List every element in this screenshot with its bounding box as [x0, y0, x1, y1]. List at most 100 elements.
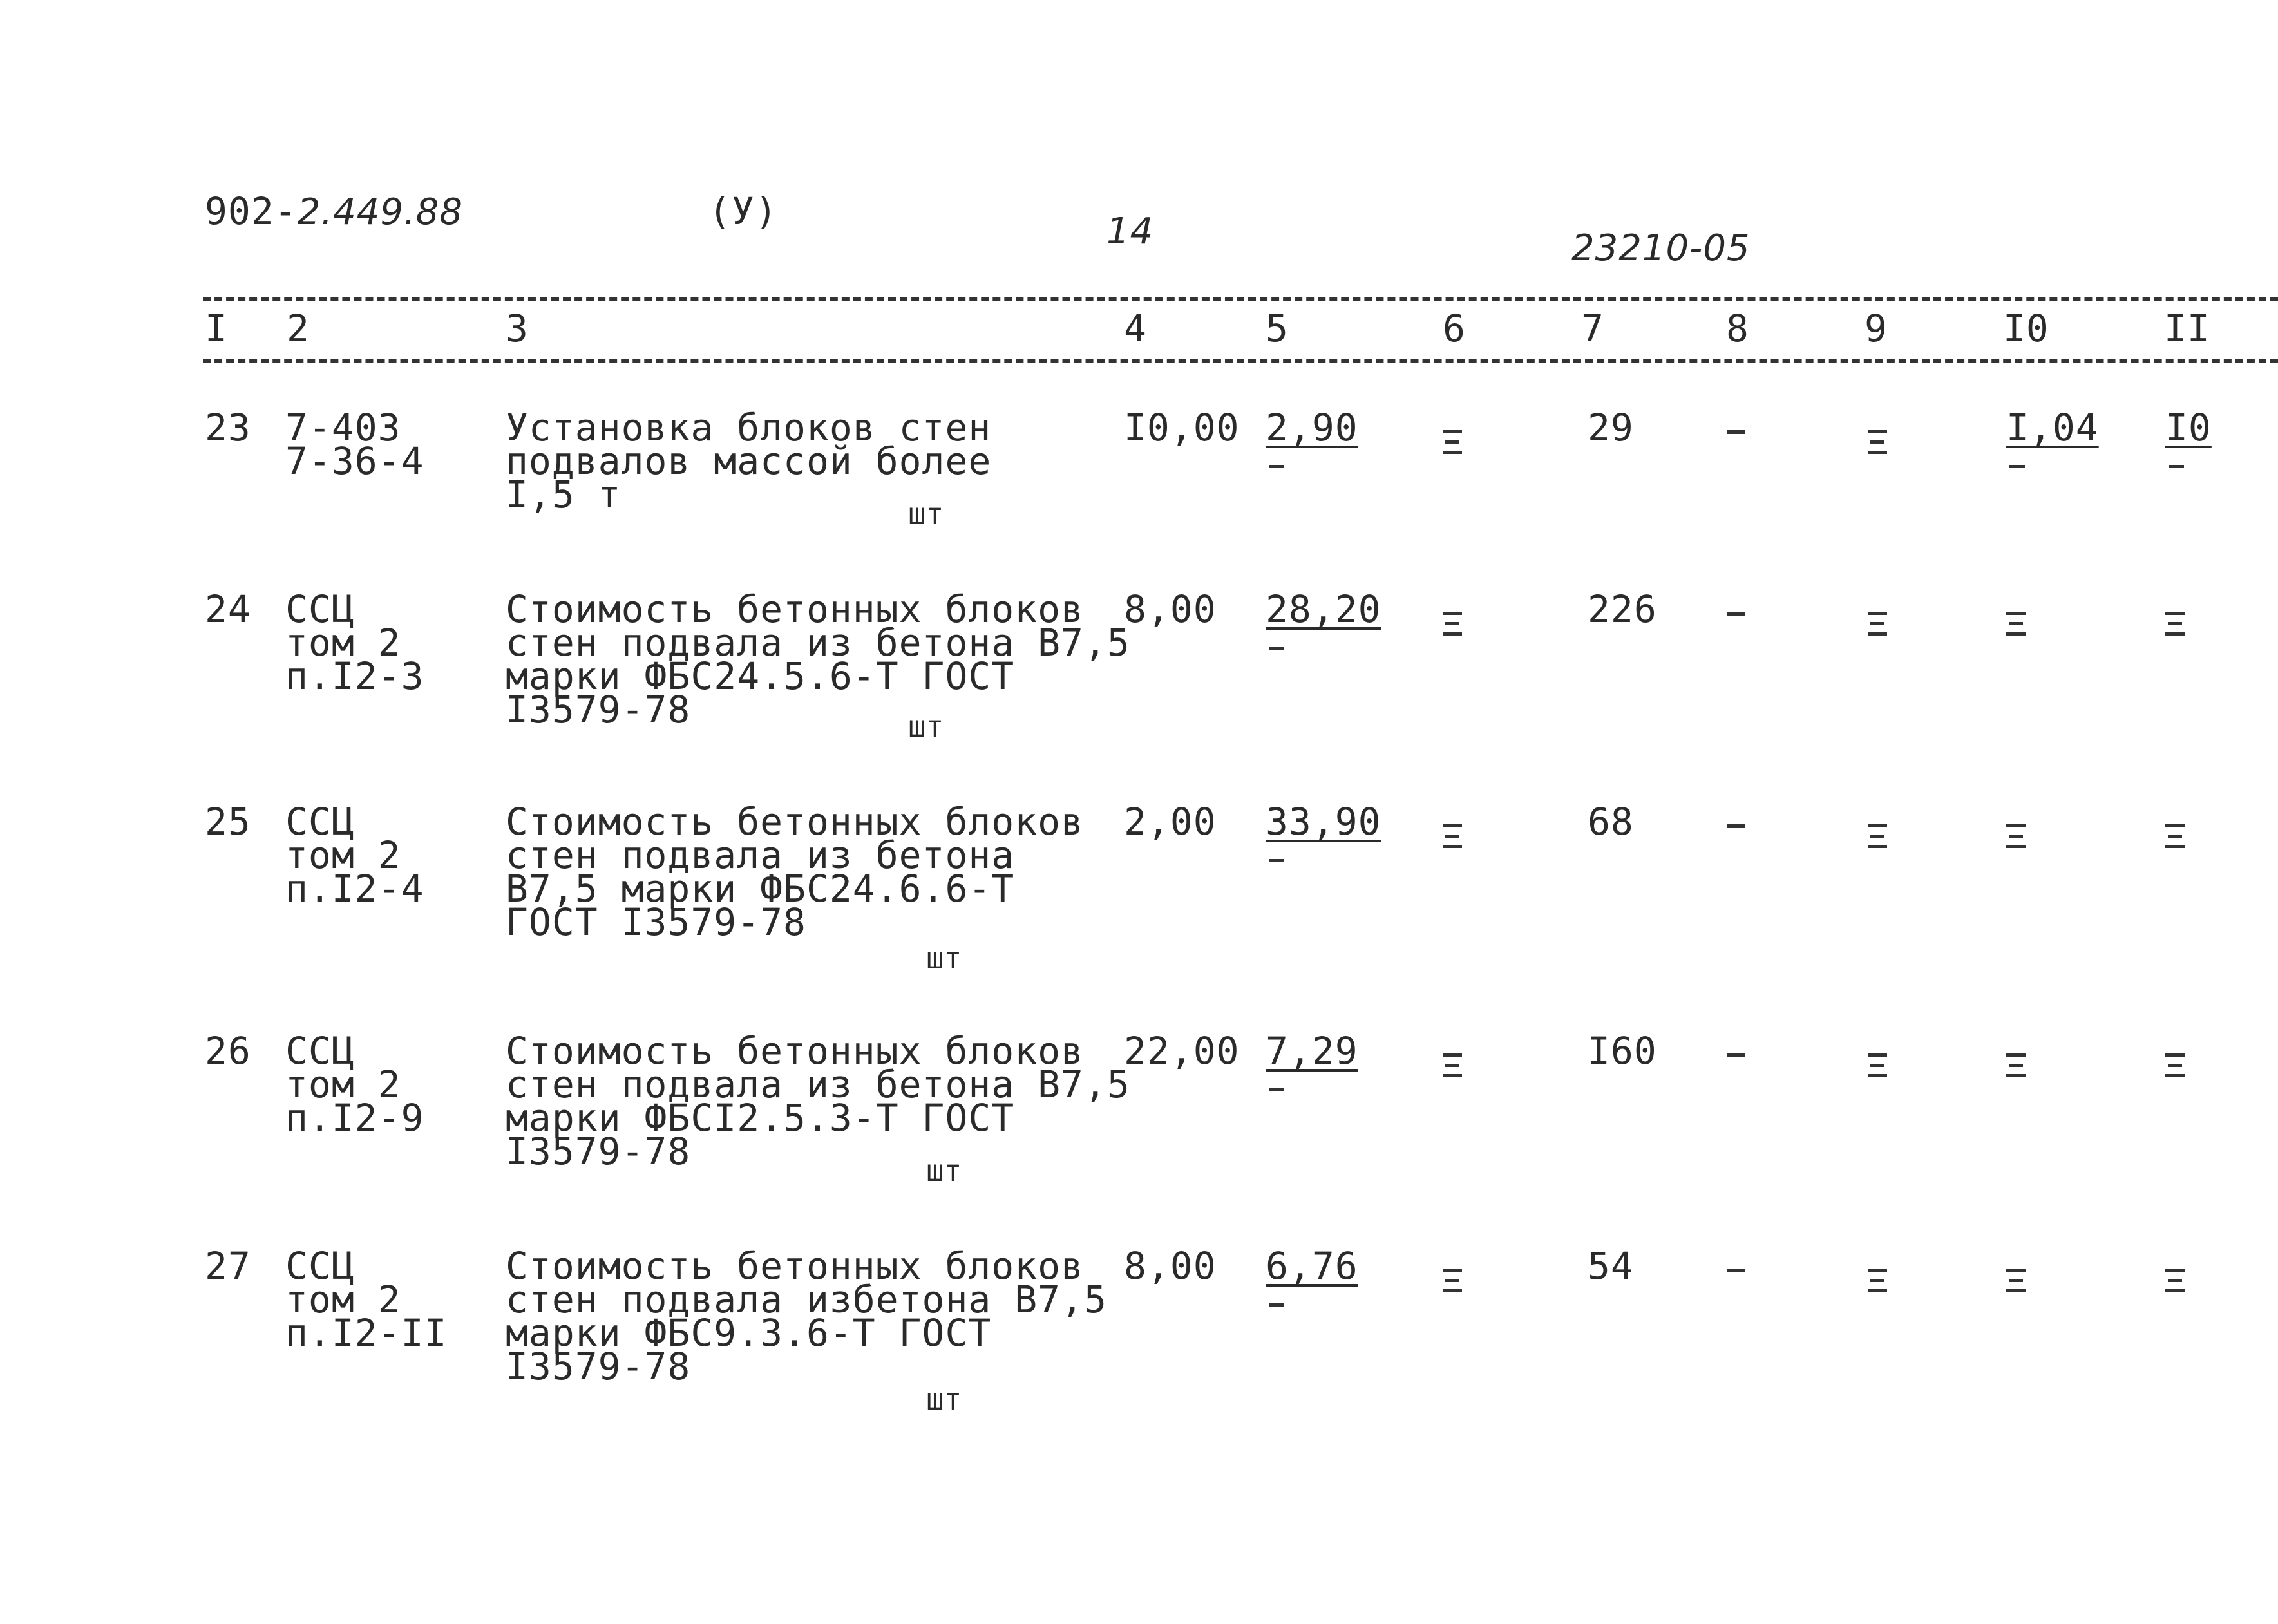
ditto-mark: [1443, 1269, 1462, 1299]
ditto-mark: [2165, 612, 2185, 643]
col-3: 3: [506, 307, 529, 350]
code-line: 7-403: [285, 406, 401, 449]
code-line: том 2: [285, 621, 401, 665]
code-line: том 2: [285, 833, 401, 877]
description-line: Стоимость бетонных блоков: [506, 1029, 1084, 1073]
unit-label: шт: [926, 1382, 962, 1417]
row-number: 26: [205, 1029, 251, 1073]
description-line: марки ФБСI2.5.3-Т ГОСТ: [506, 1096, 1015, 1140]
description-line: стен подвала избетона В7,5: [506, 1278, 1107, 1321]
unit-label: шт: [908, 709, 944, 744]
description-line: I,5 т: [506, 473, 622, 516]
col11-value: I0: [2165, 406, 2212, 449]
doc-number-handwritten: 2.449.88: [297, 191, 464, 233]
col-10: I0: [2003, 307, 2049, 350]
header-top-rule: [203, 297, 2278, 301]
quantity: 8,00: [1124, 1244, 1217, 1288]
ditto-mark: [1443, 1053, 1462, 1084]
code-line: п.I2-3: [285, 654, 424, 698]
description-line: I3579-78: [506, 1129, 691, 1173]
col-6: 6: [1443, 307, 1466, 350]
quantity: 22,00: [1124, 1029, 1240, 1073]
code-line: 7-36-4: [285, 439, 424, 483]
doc-mark: (У): [708, 189, 778, 233]
header-bottom-rule: [203, 359, 2278, 363]
ditto-mark: [1443, 824, 1462, 855]
quantity: 2,00: [1124, 800, 1217, 844]
dash-mark: [1727, 824, 1745, 828]
ditto-mark: [2165, 1269, 2185, 1299]
description-line: Стоимость бетонных блоков: [506, 800, 1084, 844]
dash-mark: [1727, 612, 1745, 616]
col-9: 9: [1865, 307, 1888, 350]
description-line: стен подвала из бетона В7,5: [506, 1062, 1130, 1106]
code-line: ССЦ: [285, 800, 355, 844]
code-line: п.I2-4: [285, 867, 424, 911]
ditto-mark: [2165, 824, 2185, 855]
description-line: подвалов массой более: [506, 439, 992, 483]
quantity: I0,00: [1124, 406, 1240, 449]
ditto-mark: [2006, 824, 2026, 855]
col-11: II: [2164, 307, 2210, 350]
dash-mark: [1727, 1053, 1745, 1057]
col-1: I: [205, 307, 228, 350]
page-number: 14: [1106, 211, 1154, 252]
col-5: 5: [1266, 307, 1289, 350]
sub-dash: [2009, 465, 2025, 468]
doc-prefix: 902-: [205, 189, 298, 233]
quantity: 8,00: [1124, 587, 1217, 631]
description-line: стен подвала из бетона В7,5: [506, 621, 1130, 665]
sub-dash: [1269, 1088, 1284, 1091]
unit-label: шт: [926, 1153, 962, 1188]
row-number: 25: [205, 800, 251, 844]
description-line: марки ФБС9.3.6-Т ГОСТ: [506, 1311, 992, 1355]
reference-number: 23210-05: [1571, 227, 1751, 269]
code-line: том 2: [285, 1062, 401, 1106]
ditto-mark: [1443, 612, 1462, 643]
ditto-mark: [1868, 1269, 1887, 1299]
description-line: I3579-78: [506, 1345, 691, 1388]
code-line: том 2: [285, 1278, 401, 1321]
code-line: ССЦ: [285, 1244, 355, 1288]
doc-number: 902-2.449.88: [205, 193, 463, 231]
sub-dash: [1269, 859, 1284, 862]
unit-price: 33,90: [1266, 800, 1381, 844]
ditto-mark: [2165, 1053, 2185, 1084]
unit-price: 28,20: [1266, 587, 1381, 631]
unit-price: 7,29: [1266, 1029, 1358, 1073]
sub-dash: [1269, 465, 1284, 468]
col-7: 7: [1581, 307, 1604, 350]
row-number: 27: [205, 1244, 251, 1288]
col-8: 8: [1726, 307, 1749, 350]
sub-dash: [1269, 1303, 1284, 1307]
total: 226: [1588, 587, 1657, 631]
code-line: ССЦ: [285, 587, 355, 631]
total: I60: [1588, 1029, 1657, 1073]
description-line: ГОСТ I3579-78: [506, 900, 806, 944]
row-number: 23: [205, 406, 251, 449]
unit-price: 2,90: [1266, 406, 1358, 449]
ditto-mark: [2006, 1269, 2026, 1299]
sub-dash: [1269, 647, 1284, 650]
unit-price: 6,76: [1266, 1244, 1358, 1288]
ditto-mark: [1868, 612, 1887, 643]
ditto-mark: [1868, 1053, 1887, 1084]
unit-label: шт: [908, 496, 944, 531]
dash-mark: [1727, 430, 1745, 434]
description-line: Стоимость бетонных блоков: [506, 587, 1084, 631]
col10-value: I,04: [2006, 406, 2099, 449]
col-4: 4: [1124, 307, 1147, 350]
description-line: В7,5 марки ФБС24.6.6-Т: [506, 867, 1015, 911]
total: 29: [1588, 406, 1634, 449]
description-line: Установка блоков стен: [506, 406, 992, 449]
total: 68: [1588, 800, 1634, 844]
sub-dash: [2169, 465, 2184, 468]
ditto-mark: [2006, 612, 2026, 643]
description-line: Стоимость бетонных блоков: [506, 1244, 1084, 1288]
col-2: 2: [287, 307, 310, 350]
row-number: 24: [205, 587, 251, 631]
ditto-mark: [1868, 824, 1887, 855]
description-line: I3579-78: [506, 688, 691, 732]
code-line: п.I2-9: [285, 1096, 424, 1140]
